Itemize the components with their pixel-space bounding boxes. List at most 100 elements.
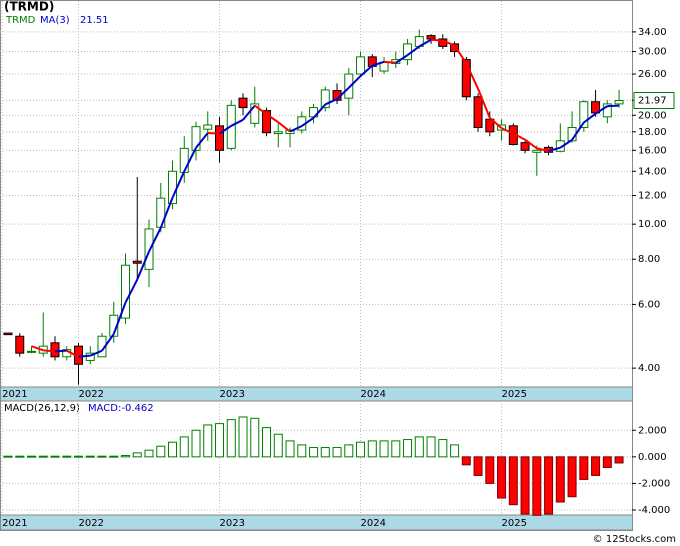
- legend-value: MACD:-0.462: [88, 403, 154, 414]
- candle-body: [285, 129, 295, 135]
- macd-bar: [121, 455, 131, 458]
- candle-body: [26, 350, 36, 353]
- y-tick-label: -2.000: [638, 478, 670, 489]
- macd-bar: [38, 455, 48, 458]
- ma-segment: [418, 38, 432, 48]
- y-tick-label: 10.00: [638, 219, 667, 230]
- macd-bar: [379, 440, 389, 458]
- legend-entry: MACD(26,12,9): [4, 403, 80, 414]
- ma-segment: [183, 147, 197, 172]
- candle-body: [179, 147, 189, 173]
- macd-bar: [450, 444, 460, 458]
- ma-segment: [430, 38, 443, 42]
- ma-segment: [536, 147, 549, 152]
- x-axis-band: [0, 386, 633, 402]
- macd-bar: [238, 416, 248, 458]
- macd-bar: [508, 456, 518, 506]
- macd-bar: [262, 427, 272, 458]
- candle-body: [520, 142, 530, 151]
- macd-bar: [602, 456, 612, 468]
- ma-segment: [595, 105, 608, 115]
- macd-bar: [414, 436, 424, 458]
- candle-body: [262, 110, 272, 134]
- ma-segment: [89, 349, 103, 357]
- ma-segment: [477, 88, 491, 119]
- ma-segment: [218, 124, 232, 135]
- candle-body: [215, 125, 225, 151]
- macd-bar: [191, 429, 201, 458]
- ma-segment: [277, 121, 291, 133]
- x-axis-band: [0, 514, 633, 531]
- macd-bar: [156, 445, 166, 458]
- legend-value: 21.51: [80, 15, 109, 26]
- ma-segment: [265, 113, 279, 124]
- candle-body: [132, 260, 142, 264]
- ma-segment: [524, 138, 538, 150]
- candle-body: [50, 342, 60, 358]
- ma-segment: [583, 112, 597, 124]
- x-tick-label: 2024: [361, 389, 386, 400]
- y-tick-label: 18.00: [638, 127, 667, 138]
- y-tick-label: 8.00: [638, 254, 660, 265]
- y-tick-label: 34.00: [638, 27, 667, 38]
- footer: © 12Stocks.com: [593, 534, 676, 545]
- macd-bar: [520, 456, 530, 515]
- macd-bar: [3, 455, 13, 458]
- x-tick-label: 2021: [2, 518, 27, 529]
- macd-bar: [320, 447, 330, 458]
- legend-entry: TRMD: [5, 15, 36, 26]
- y-tick-label: 30.00: [638, 47, 667, 58]
- candle-body: [3, 332, 13, 336]
- candle-body: [203, 124, 213, 130]
- y-tick-label: -4.000: [638, 505, 670, 516]
- ma-segment: [148, 227, 162, 253]
- macd-bar: [367, 440, 377, 458]
- price-tag-box: [633, 91, 675, 109]
- macd-bar: [544, 456, 554, 515]
- macd-bar: [50, 455, 60, 458]
- macd-bar: [485, 456, 495, 484]
- macd-bar: [555, 456, 565, 503]
- x-tick-label: 2024: [361, 518, 386, 529]
- y-tick-label: 26.00: [638, 69, 667, 80]
- candle-body: [356, 56, 366, 75]
- ma-segment: [571, 121, 585, 141]
- macd-bar: [273, 433, 283, 458]
- macd-bar: [203, 424, 213, 458]
- y-tick-label: 16.00: [638, 145, 667, 156]
- macd-bar: [144, 449, 154, 458]
- x-tick-label: 2023: [220, 389, 245, 400]
- macd-bar: [473, 456, 483, 476]
- candle-body: [238, 97, 248, 109]
- macd-bar: [109, 455, 119, 458]
- y-tick-label: 6.00: [638, 299, 660, 310]
- x-tick-label: 2023: [220, 518, 245, 529]
- ma-segment: [383, 60, 396, 64]
- ma-segment: [242, 104, 256, 121]
- ma-segment: [230, 118, 244, 127]
- price-tag: 21.97: [638, 95, 667, 106]
- ma-segment: [101, 333, 115, 352]
- macd-bar: [497, 456, 507, 499]
- ma-segment: [301, 117, 315, 127]
- macd-bar: [426, 436, 436, 458]
- ma-segment: [54, 349, 67, 353]
- ma-segment: [406, 45, 420, 56]
- candle-body: [450, 43, 460, 53]
- macd-bar: [85, 455, 95, 458]
- y-tick-label: 12.00: [638, 191, 667, 202]
- candle-body: [191, 126, 201, 151]
- ma-segment: [254, 104, 268, 116]
- candle-body: [461, 59, 471, 98]
- macd-bar: [179, 436, 189, 458]
- macd-bar: [97, 455, 107, 458]
- y-tick-label: 2.000: [638, 425, 667, 436]
- ma-segment: [336, 87, 350, 100]
- x-tick-label: 2022: [79, 518, 104, 529]
- candle-body: [121, 264, 131, 319]
- macd-bar: [250, 417, 260, 458]
- candle-body: [602, 103, 612, 118]
- macd-bar: [226, 419, 236, 458]
- x-tick-label: 2022: [79, 389, 104, 400]
